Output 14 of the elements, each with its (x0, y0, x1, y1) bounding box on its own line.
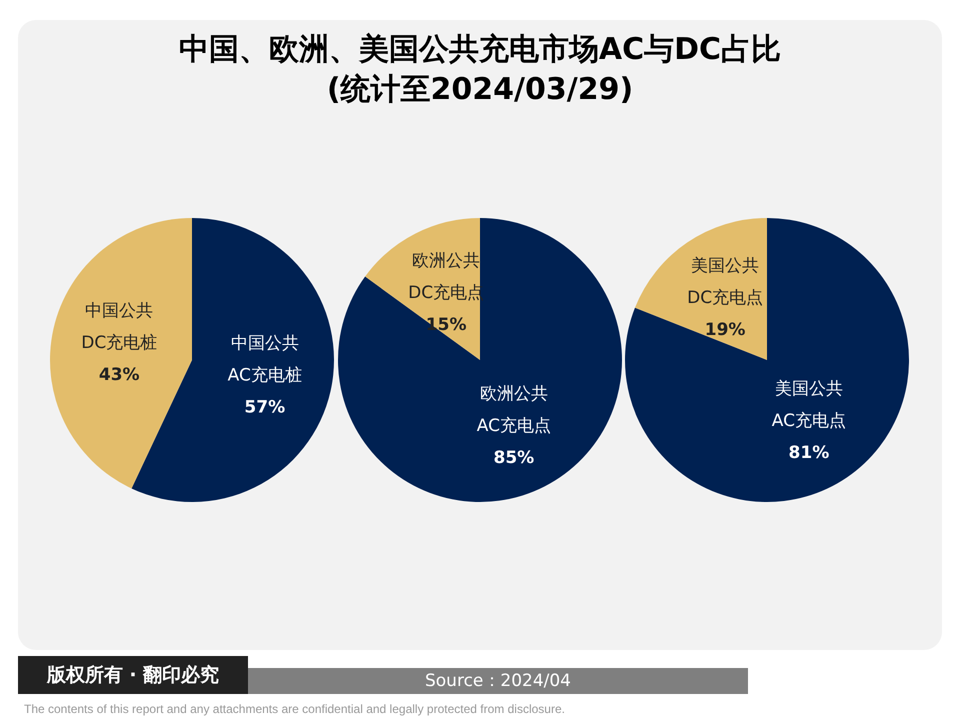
data-label: 85% (493, 448, 534, 468)
slice-label: 美国公共 DC充电点 (687, 256, 764, 308)
slice-label: 欧洲公共 AC充电点 (476, 384, 551, 436)
data-label: 81% (788, 443, 830, 464)
slice-label: 中国公共 AC充电桩 (228, 334, 302, 386)
source-note: Source：2024/04 (248, 668, 748, 694)
data-label: 43% (98, 365, 140, 386)
text: 版权所有 · 翻印必究 (18, 656, 248, 694)
text: 中国、欧洲、美国公共充电市场AC与DC占比 (统计至2024/03/29) (178, 31, 782, 109)
slice-label: 美国公共 AC充电点 (772, 379, 846, 432)
data-label: 19% (704, 320, 746, 340)
text: The contents of this report and any attachments are confidential and legally protected from disclosure. (24, 702, 565, 716)
data-label: 57% (244, 398, 286, 418)
slice-label: 中国公共 DC充电桩 (81, 301, 158, 354)
